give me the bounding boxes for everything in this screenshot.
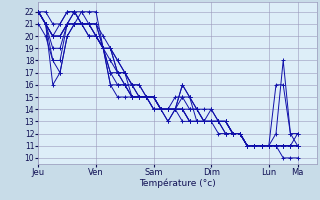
X-axis label: Température (°c): Température (°c)	[139, 179, 216, 188]
